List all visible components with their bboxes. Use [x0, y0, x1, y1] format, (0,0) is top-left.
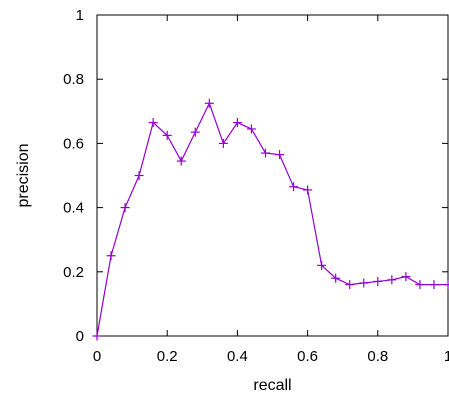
y-tick-label: 0.2 [63, 264, 84, 281]
data-point-marker [204, 98, 214, 108]
data-point-marker [218, 138, 228, 148]
data-point-marker [345, 280, 355, 290]
x-axis-label: recall [253, 377, 291, 394]
data-point-marker [275, 150, 285, 160]
data-point-marker [289, 182, 299, 192]
data-point-marker [373, 276, 383, 286]
data-point-marker [401, 272, 411, 282]
data-point-marker [317, 260, 327, 270]
data-point-marker [246, 124, 256, 134]
data-point-marker [429, 280, 439, 290]
data-point-marker [176, 156, 186, 166]
y-tick-label: 0.8 [63, 71, 84, 88]
data-series [92, 98, 449, 341]
data-point-marker [443, 280, 449, 290]
data-point-marker [415, 280, 425, 290]
x-tick-label: 0.4 [227, 348, 248, 365]
x-tick-label: 1 [444, 348, 449, 365]
y-tick-label: 0.4 [63, 200, 84, 217]
x-tick-label: 0 [93, 348, 101, 365]
series-line [96, 101, 448, 337]
axes: 0 0.2 0.4 0.6 0.8 1 0 0.2 0.4 0.6 0.8 1 [63, 7, 449, 365]
y-tick-label: 1 [76, 7, 84, 24]
data-point-marker [303, 185, 313, 195]
data-point-marker [331, 273, 341, 283]
data-point-marker [92, 331, 102, 341]
data-point-marker [134, 171, 144, 180]
data-point-marker [120, 203, 130, 213]
x-tick-label: 0.6 [297, 348, 318, 365]
data-point-marker [387, 275, 397, 285]
y-tick-label: 0.6 [63, 135, 84, 152]
data-point-marker [190, 127, 200, 137]
y-axis-label: precision [15, 143, 32, 207]
data-point-marker [260, 148, 270, 158]
data-point-marker [106, 251, 116, 261]
data-point-marker [359, 278, 369, 288]
plot-frame [96, 14, 449, 337]
y-tick-label: 0 [76, 328, 84, 345]
data-point-marker [162, 130, 172, 140]
x-tick-label: 0.2 [157, 348, 178, 365]
data-point-marker [148, 118, 158, 128]
x-tick-label: 0.8 [367, 348, 388, 365]
data-point-marker [232, 118, 242, 128]
